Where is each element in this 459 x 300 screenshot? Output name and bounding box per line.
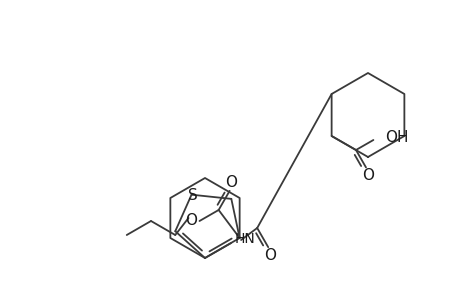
Text: O: O — [224, 176, 236, 190]
Text: O: O — [361, 168, 373, 183]
Text: S: S — [187, 188, 197, 203]
Text: O: O — [185, 214, 197, 229]
Text: OH: OH — [385, 130, 408, 146]
Text: O: O — [263, 248, 275, 262]
Text: HN: HN — [235, 232, 255, 246]
